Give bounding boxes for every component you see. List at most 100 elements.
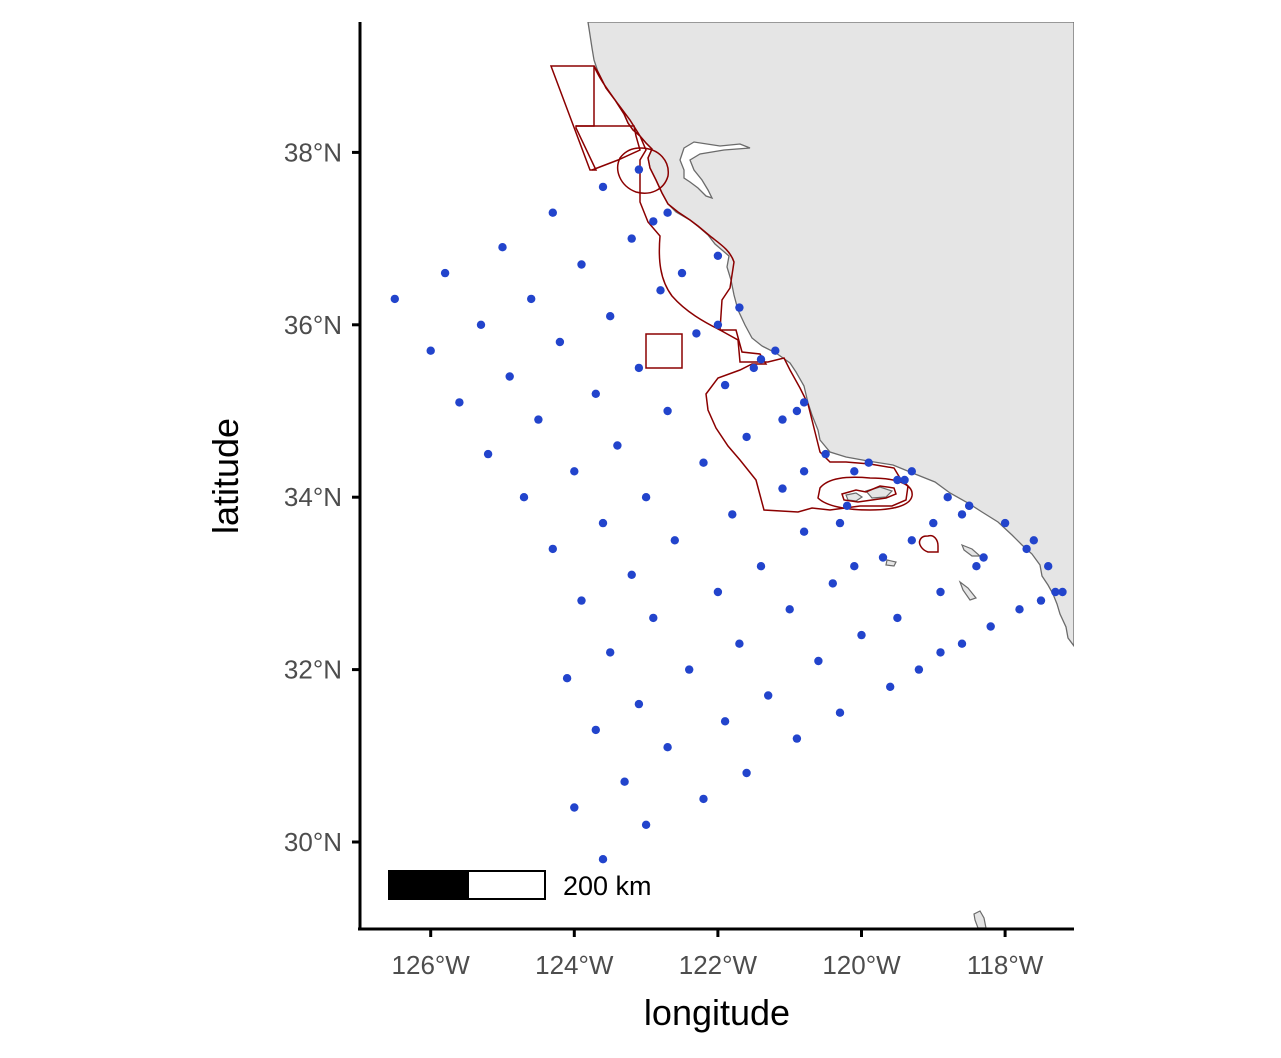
station-point: [663, 743, 672, 752]
x-tick-label: 126°W: [392, 950, 471, 980]
y-axis-ticks: 30°N 32°N 34°N 36°N 38°N: [284, 137, 360, 857]
station-point: [799, 398, 809, 407]
island-san-nicolas: [885, 559, 897, 567]
station-point: [756, 562, 766, 571]
station-point: [699, 458, 708, 467]
station-point: [627, 234, 636, 243]
station-point: [577, 596, 586, 605]
station-point: [670, 536, 679, 545]
station-point: [692, 329, 701, 338]
station-point: [591, 725, 600, 735]
station-point: [483, 449, 493, 459]
y-tick-label: 38°N: [284, 137, 342, 167]
station-point: [821, 449, 830, 459]
station-point: [555, 337, 565, 347]
station-point: [842, 501, 852, 510]
station-point: [756, 355, 766, 364]
marine-protected-areas: [549, 65, 939, 553]
station-point: [476, 320, 486, 329]
station-point: [771, 346, 780, 355]
station-point: [1029, 536, 1039, 545]
zone-north-box-lower: [576, 125, 641, 171]
island-san-clemente: [958, 580, 978, 601]
station-point: [598, 518, 608, 528]
station-point: [814, 656, 823, 666]
station-point: [677, 268, 687, 278]
station-point: [440, 268, 450, 278]
station-point: [598, 855, 608, 864]
station-point: [713, 587, 723, 597]
station-point: [649, 613, 658, 623]
station-point: [641, 493, 651, 502]
station-point: [792, 734, 802, 743]
station-point: [986, 622, 995, 631]
station-point: [1036, 596, 1046, 605]
station-point: [979, 553, 988, 562]
station-point: [591, 389, 600, 398]
station-point: [598, 182, 608, 192]
scale-bar-black-segment: [388, 870, 469, 900]
station-point: [936, 648, 945, 657]
station-point: [570, 803, 579, 812]
station-point: [1044, 562, 1053, 571]
station-point: [735, 639, 744, 648]
x-axis-title: longitude: [644, 992, 790, 1033]
station-point: [548, 544, 557, 554]
station-point: [634, 699, 644, 709]
station-point: [455, 398, 464, 407]
zone-north-box: [549, 65, 598, 171]
zone-cortes-bank: [918, 534, 939, 553]
station-point: [577, 260, 586, 269]
station-point: [1015, 605, 1024, 614]
station-point: [685, 665, 694, 674]
scale-bar-label: 200 km: [563, 871, 652, 901]
station-point: [519, 493, 529, 502]
station-point: [649, 217, 658, 226]
station-point: [850, 467, 859, 476]
station-point: [641, 820, 651, 829]
station-point: [943, 493, 952, 502]
station-point: [742, 432, 751, 442]
station-point: [957, 639, 967, 648]
station-point: [728, 510, 737, 519]
y-tick-label: 32°N: [284, 655, 342, 685]
station-point: [914, 665, 924, 674]
station-point: [634, 165, 644, 174]
station-point: [498, 243, 507, 252]
station-point: [663, 208, 672, 217]
bay-inlet: [679, 141, 751, 200]
scale-bar: 200 km: [388, 870, 652, 901]
zone-davidson-seamount: [645, 333, 683, 369]
station-point: [893, 475, 902, 485]
station-point: [857, 630, 866, 640]
station-point: [936, 587, 945, 597]
station-point: [634, 363, 644, 373]
station-point: [548, 208, 557, 217]
station-point: [835, 708, 845, 717]
y-tick-label: 34°N: [284, 482, 342, 512]
station-point: [835, 518, 845, 528]
scale-bar-white-segment: [467, 870, 546, 900]
station-point: [957, 510, 967, 519]
station-point: [699, 794, 708, 804]
station-point: [656, 286, 665, 295]
station-point: [972, 562, 981, 571]
zone-gulf-farallones-circle: [616, 147, 669, 194]
station-point: [620, 777, 629, 786]
station-point: [850, 562, 859, 571]
station-point: [778, 484, 787, 493]
station-point: [900, 475, 909, 485]
station-point: [907, 536, 916, 545]
station-point: [907, 467, 916, 476]
station-point: [663, 406, 672, 416]
station-point: [1051, 587, 1060, 597]
station-point: [828, 579, 837, 588]
station-point: [426, 346, 435, 355]
station-point: [613, 441, 622, 450]
station-point: [785, 605, 794, 614]
station-point: [527, 294, 536, 304]
station-point: [570, 467, 579, 476]
x-tick-label: 120°W: [822, 950, 901, 980]
station-point: [778, 415, 787, 424]
